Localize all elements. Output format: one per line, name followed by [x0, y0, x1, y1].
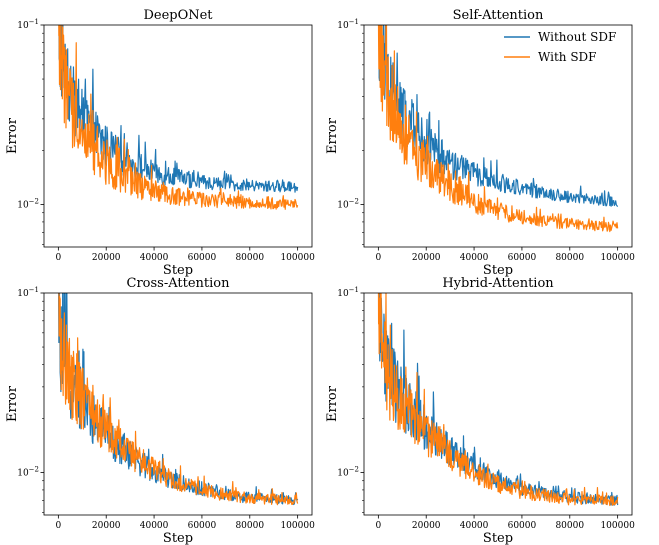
x-tick-label: 0	[375, 521, 381, 531]
y-axis-label: Error	[5, 117, 20, 154]
legend-label-without-sdf: Without SDF	[538, 30, 616, 44]
x-tick-label: 80000	[555, 521, 584, 531]
series-line-without-sdf	[58, 293, 299, 506]
series-line-with-sdf	[58, 293, 299, 506]
plot-area	[377, 25, 619, 233]
axes-frame	[363, 292, 633, 516]
x-tick-label: 100000	[600, 521, 635, 531]
plot-area	[58, 293, 299, 506]
x-tick-label: 40000	[460, 521, 489, 531]
x-axis-label: Step	[483, 263, 513, 278]
chart-title: Self-Attention	[453, 8, 544, 23]
y-tick-label: 10−2	[337, 198, 359, 211]
y-tick-label: 10−2	[337, 466, 359, 479]
legend-label-with-sdf: With SDF	[538, 50, 597, 64]
y-tick-label: 10−1	[337, 286, 359, 299]
x-tick-label: 100000	[280, 253, 315, 263]
panel-2: 0 20000 40000 60000 80000 100000 10−1 10−2 Self-…	[325, 8, 635, 278]
series-line-with-sdf	[58, 25, 299, 210]
y-tick-label: 10−1	[17, 286, 39, 299]
x-tick-label: 20000	[92, 253, 121, 263]
y-tick-label: 10−2	[17, 466, 39, 479]
x-tick-label: 20000	[412, 253, 441, 263]
x-tick-label: 0	[55, 253, 61, 263]
x-tick-label: 60000	[188, 521, 217, 531]
panel-1: 0 20000 40000 60000 80000 100000 10−1 10−2 DeepO…	[5, 8, 315, 278]
series-line-with-sdf	[377, 25, 619, 233]
chart-title: Hybrid-Attention	[442, 276, 554, 291]
x-tick-label: 40000	[460, 253, 489, 263]
y-axis-label: Error	[325, 385, 340, 422]
x-tick-label: 20000	[92, 521, 121, 531]
axes-frame	[43, 292, 313, 516]
x-tick-label: 80000	[235, 521, 264, 531]
y-tick-label: 10−2	[17, 198, 39, 211]
x-tick-label: 80000	[555, 253, 584, 263]
x-tick-label: 20000	[412, 521, 441, 531]
x-axis-label: Step	[483, 531, 513, 545]
x-tick-label: 80000	[235, 253, 264, 263]
x-tick-label: 60000	[508, 521, 537, 531]
legend: Without SDF With SDF	[504, 30, 616, 64]
x-tick-label: 0	[55, 521, 61, 531]
x-tick-label: 40000	[140, 521, 169, 531]
plot-area	[58, 25, 299, 210]
x-tick-label: 40000	[140, 253, 169, 263]
chart-title: Cross-Attention	[127, 276, 231, 291]
panel-3: 0 20000 40000 60000 80000 100000 10−1 10−2 Cross…	[5, 276, 315, 545]
x-tick-label: 100000	[280, 521, 315, 531]
series-line-without-sdf	[58, 25, 299, 193]
x-tick-label: 100000	[600, 253, 635, 263]
axes-frame	[363, 24, 633, 248]
y-axis-label: Error	[5, 385, 20, 422]
axes-frame	[43, 24, 313, 248]
panel-4: 0 20000 40000 60000 80000 100000 10−1 10−2 Hybri…	[325, 276, 635, 545]
plot-area	[377, 293, 619, 507]
x-tick-label: 60000	[508, 253, 537, 263]
y-tick-label: 10−1	[17, 18, 39, 31]
y-axis-label: Error	[325, 117, 340, 154]
x-tick-label: 60000	[188, 253, 217, 263]
chart-title: DeepONet	[143, 8, 213, 23]
x-tick-label: 0	[375, 253, 381, 263]
series-line-with-sdf	[377, 293, 619, 507]
y-tick-label: 10−1	[337, 18, 359, 31]
x-axis-label: Step	[163, 263, 193, 278]
x-axis-label: Step	[163, 531, 193, 545]
